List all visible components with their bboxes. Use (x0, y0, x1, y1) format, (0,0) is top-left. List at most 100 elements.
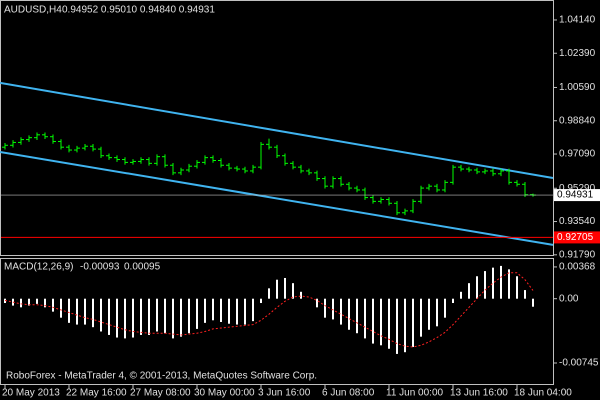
histogram-bar (452, 298, 454, 304)
histogram-bar (268, 288, 270, 299)
x-tick-label: 3 Jun 16:00 (258, 388, 311, 399)
histogram-bar (140, 298, 142, 335)
histogram-bar (492, 267, 494, 299)
histogram-bar (92, 298, 94, 328)
x-tick-label: 22 May 16:00 (66, 388, 127, 399)
x-tick-label: 27 May 08:00 (130, 388, 191, 399)
histogram-bar (420, 298, 422, 337)
histogram-bar (260, 298, 262, 304)
histogram-bar (516, 276, 518, 299)
histogram-bar (380, 298, 382, 346)
histogram-bar (204, 298, 206, 323)
y-tick-label: 0.93540 (559, 216, 596, 227)
histogram-bar (356, 298, 358, 334)
y-tick-label: 1.02390 (559, 48, 596, 59)
histogram-bar (228, 298, 230, 324)
x-tick-label: 13 Jun 16:00 (450, 388, 508, 399)
current-price-box (554, 189, 600, 202)
histogram-bar (340, 298, 342, 325)
x-tick-label: 18 Jun 04:00 (514, 388, 572, 399)
histogram-bar (348, 298, 350, 330)
histogram-bar (36, 298, 38, 304)
price-header: 0.94952 0.95010 0.94840 0.94931 (62, 5, 215, 16)
signal-value: 0.00095 (124, 262, 161, 273)
x-tick-label: 20 May 2013 (2, 388, 60, 399)
y-tick-label: -0.00745 (559, 358, 599, 369)
y-tick-label: 0.98840 (559, 115, 596, 126)
support-label-box (554, 231, 600, 244)
x-tick-label: 11 Jun 00:00 (386, 388, 444, 399)
histogram-bar (252, 298, 254, 322)
histogram-bar (436, 298, 438, 327)
histogram-bar (364, 298, 366, 339)
histogram-bar (244, 298, 246, 325)
main-pane-border (0, 0, 554, 256)
histogram-bar (316, 298, 318, 308)
histogram-bar (76, 298, 78, 325)
histogram-bar (276, 279, 278, 299)
histogram-bar (84, 298, 86, 325)
trendline (0, 150, 554, 246)
histogram-bar (532, 298, 534, 307)
histogram-bar (124, 298, 126, 339)
histogram-bar (236, 298, 238, 325)
histogram-bar (132, 298, 134, 338)
histogram-bar (468, 283, 470, 299)
histogram-bar (412, 298, 414, 348)
histogram-bar (52, 298, 54, 312)
y-tick-label: 0.95290 (559, 183, 596, 194)
histogram-bar (508, 269, 510, 299)
histogram-bar (108, 298, 110, 335)
histogram-bar (332, 298, 334, 320)
histogram-bar (396, 298, 398, 354)
histogram-bar (164, 298, 166, 334)
y-tick-label: 0.97090 (559, 149, 596, 160)
histogram-bar (188, 298, 190, 334)
support-label: 0.92705 (557, 232, 594, 243)
y-tick-label: 1.04140 (559, 15, 596, 26)
histogram-bar (404, 298, 406, 353)
histogram-bar (292, 283, 294, 299)
histogram-bar (324, 298, 326, 318)
histogram-bar (100, 298, 102, 332)
macd-title: MACD(12,26,9) (4, 262, 73, 273)
histogram-bar (20, 298, 22, 308)
macd-value: -0.00093 (80, 262, 120, 273)
histogram-bar (372, 298, 374, 344)
histogram-bar (300, 291, 302, 299)
y-tick-label: 0.91790 (559, 249, 596, 260)
current-price-label: 0.94931 (557, 190, 594, 201)
y-tick-label: 0.00 (559, 293, 579, 304)
histogram-bar (500, 265, 502, 299)
histogram-bar (484, 271, 486, 299)
histogram-bar (68, 298, 70, 323)
histogram-bar (172, 298, 174, 339)
histogram-bar (60, 298, 62, 318)
histogram-bar (212, 298, 214, 321)
x-tick-label: 6 Jun 08:00 (322, 388, 375, 399)
histogram-bar (460, 291, 462, 299)
chart-title: AUDUSD,H4 (4, 5, 62, 16)
histogram-bar (444, 298, 446, 318)
histogram-bar (428, 298, 430, 330)
histogram-bar (116, 298, 118, 338)
histogram-bar (284, 277, 286, 299)
histogram-bar (148, 298, 150, 335)
histogram-bar (180, 298, 182, 337)
histogram-bar (476, 276, 478, 299)
macd-pane-border (0, 258, 554, 385)
trendline (0, 81, 554, 179)
histogram-bar (220, 298, 222, 322)
histogram-bar (28, 298, 30, 306)
histogram-bar (156, 298, 158, 332)
histogram-bar (524, 290, 526, 299)
histogram-bar (196, 298, 198, 329)
footer: RoboForex - MetaTrader 4, © 2001-2013, M… (6, 371, 317, 382)
y-tick-label: 1.00590 (559, 82, 596, 93)
histogram-bar (388, 298, 390, 349)
histogram-bar (44, 298, 46, 308)
y-tick-label: 0.00368 (559, 262, 596, 273)
x-tick-label: 30 May 00:00 (194, 388, 255, 399)
